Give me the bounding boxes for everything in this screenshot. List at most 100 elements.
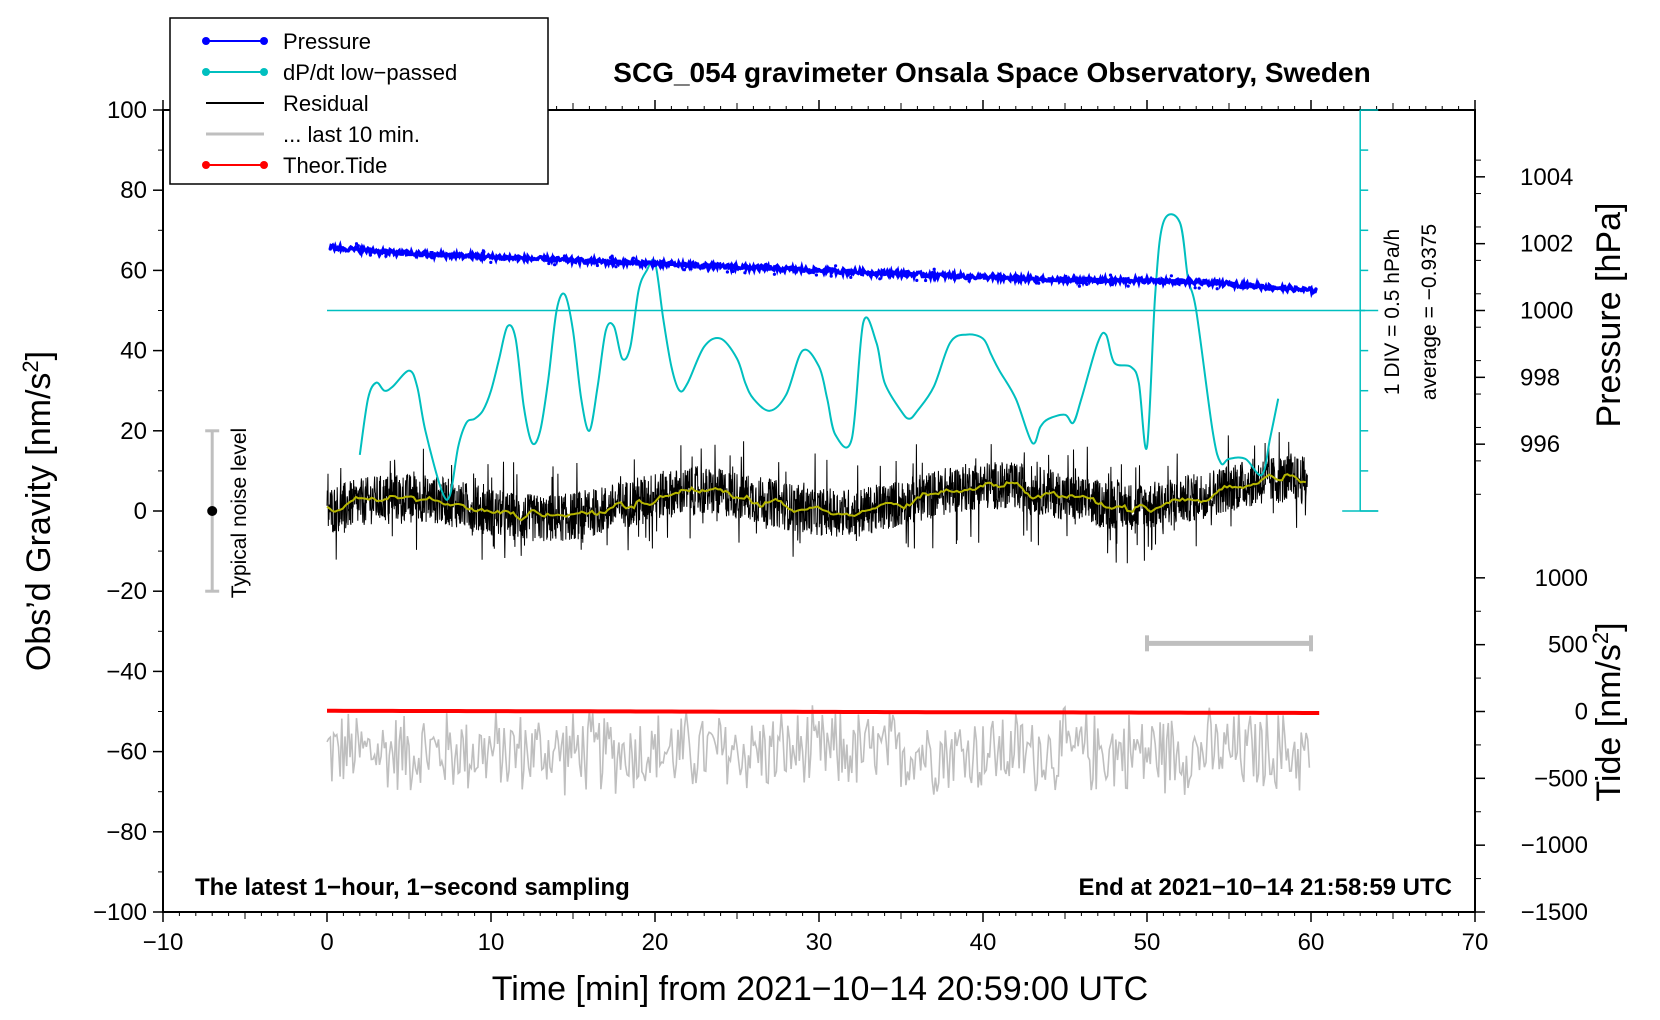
x-axis-ticks: −10 0 10 20 30 40 50 60 70 [143,100,1489,956]
pressure-point [1236,284,1240,288]
pressure-point [1018,278,1023,282]
pressure-point [553,263,557,267]
tide-tick-label: −1500 [1521,899,1588,926]
pressure-point [1110,283,1114,287]
pressure-point [509,257,513,261]
residual-line [326,432,1308,564]
tide-series [327,708,1320,715]
pressure-point [543,254,547,258]
x-axis-title: Time [min] from 2021−10−14 20:59:00 UTC [492,970,1148,1008]
pressure-tick-label: 1002 [1520,231,1573,258]
last10-range-bar [1145,635,1313,652]
legend-marker-end [260,37,268,45]
y-axis-title: Obs’d Gravity [nm/s2] [18,351,58,671]
pressure-point [1037,281,1041,285]
pressure-point [610,254,614,258]
tide-tick-label: −1000 [1521,832,1588,859]
pressure-point [829,274,833,278]
chart-title: SCG_054 gravimeter Onsala Space Observat… [613,57,1370,88]
y-tick-label: 100 [107,97,147,124]
dpdt-line [358,213,1280,501]
tide-tick-label: 0 [1575,699,1588,726]
pressure-line [328,240,1318,299]
pressure-point [968,274,972,278]
y-tick-label: 20 [120,418,147,445]
y-tick-label: 40 [120,338,147,365]
pressure-point [610,260,614,264]
tide-tick-label: −500 [1534,765,1588,792]
tide-axis-ticks: 1000 500 0 −500 −1000 −1500 [1475,565,1588,926]
tide-tick-label: 1000 [1535,565,1588,592]
x-tick-label: 70 [1462,929,1489,956]
pressure-point [482,252,486,256]
tide-axis-title: Tide [nm/s2] [1588,622,1628,801]
pressure-point [689,267,693,271]
pressure-point [849,275,853,279]
dpdt-average-note: average = −0.9375 [1418,224,1441,400]
pressure-point [967,279,971,283]
pressure-point [358,247,362,251]
legend-box [169,17,549,185]
pressure-point [562,254,567,258]
pressure-tick-label: 1000 [1520,298,1573,325]
pressure-point [905,270,909,275]
pressure-point [660,265,664,269]
y-tick-label: −40 [106,658,147,685]
pressure-point [791,265,795,269]
legend-label: ... last 10 min. [283,122,420,147]
pressure-point [1105,279,1110,283]
pressure-point [1239,286,1243,290]
pressure-point [1151,277,1155,281]
pressure-point [1197,277,1201,281]
noise-bar-center [207,506,218,516]
pressure-point [631,262,635,266]
pressure-point [1034,281,1038,285]
pressure-point [1283,287,1287,291]
pressure-point [1085,282,1089,286]
x-tick-label: 10 [478,929,505,956]
dpdt-scale [1342,109,1379,512]
pressure-point [1117,279,1121,283]
tide-tick-label: 500 [1548,632,1588,659]
pressure-point [552,259,556,263]
residual-series [326,432,1308,564]
annotation-sampling: The latest 1−hour, 1−second sampling [195,874,630,901]
legend-marker-start [202,68,210,76]
pressure-point [932,267,936,271]
legend-label: Theor.Tide [283,153,387,178]
noise-level-bar [205,429,220,593]
noise-level-label: Typical noise level [228,428,251,598]
legend-marker-start [202,37,210,45]
legend-label: Pressure [283,29,371,54]
pressure-point [1077,284,1081,288]
pressure-point [368,253,372,257]
tide-axis-title-sup: 2 [1588,632,1613,644]
pressure-point [370,250,374,254]
pressure-point [1169,274,1173,278]
y-tick-label: −80 [106,819,147,846]
pressure-point [1193,286,1197,290]
pressure-point [998,272,1002,276]
pressure-point [915,278,919,282]
pressure-point [819,269,823,273]
pressure-point [523,255,527,259]
pressure-point [614,265,618,269]
pressure-point [1108,273,1113,277]
dpdt-series [327,213,1366,501]
pressure-point [682,268,687,272]
pressure-point [430,256,434,260]
pressure-point [481,249,485,253]
pressure-point [1202,278,1206,282]
legend: Pressure dP/dt low−passed Residual ... last… [169,17,549,185]
x-tick-label: −10 [143,929,184,956]
pressure-point [743,271,747,275]
pressure-point [356,244,360,248]
legend-marker-start [202,161,210,169]
pressure-point [814,273,819,277]
pressure-point [1197,286,1201,290]
pressure-point [924,278,928,283]
y-tick-label: 0 [134,498,147,525]
pressure-point [489,260,493,264]
pressure-point [1215,287,1219,291]
